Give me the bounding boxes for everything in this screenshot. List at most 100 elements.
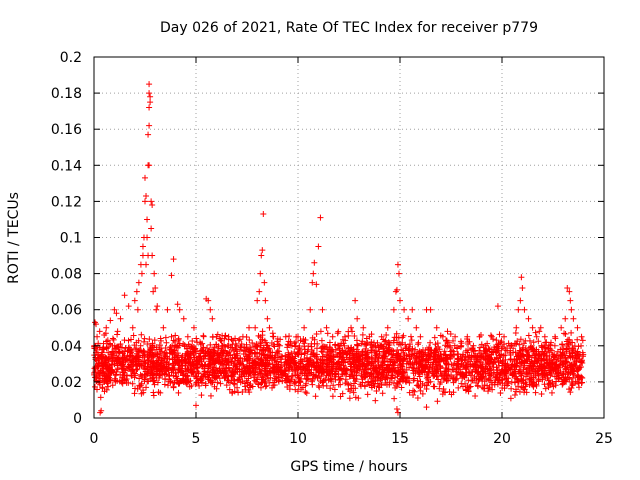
scatter-band-point [406,379,413,386]
scatter-band-point [359,338,366,345]
scatter-band-point [411,375,418,382]
scatter-band-point [168,333,175,340]
y-tick-label: 0.18 [51,86,82,102]
scatter-band-point [205,364,212,371]
scatter-band-point [387,374,394,381]
scatter-band-point [111,361,118,368]
scatter-band-point [112,378,119,385]
scatter-band-point [230,373,237,380]
scatter-band-point [342,367,349,374]
scatter-band-point [525,332,532,339]
scatter-band-point [387,358,394,365]
scatter-band-point [137,371,144,378]
scatter-band-point [489,349,496,356]
scatter-band-point [527,344,534,351]
scatter-band-point [425,359,432,366]
scatter-point [131,297,138,304]
scatter-band-point [508,364,515,371]
scatter-band-point [500,358,507,365]
scatter-band-point [558,351,565,358]
roti-scatter-series [92,81,585,416]
scatter-band-point [308,346,315,353]
scatter-band-point [121,337,128,344]
scatter-band-point [231,351,238,358]
scatter-band-point [447,330,454,337]
scatter-band-point [416,373,423,380]
scatter-point [101,331,108,338]
scatter-band-point [150,359,157,366]
scatter-band-point [397,353,404,360]
scatter-band-point [114,331,121,338]
scatter-band-point [390,380,397,387]
scatter-band-point [529,362,536,369]
scatter-band-point [350,368,357,375]
scatter-band-point [216,367,223,374]
scatter-band-point [167,343,174,350]
scatter-band-point [386,379,393,386]
scatter-band-point [244,382,251,389]
scatter-band-point [196,354,203,361]
scatter-band-point [263,382,270,389]
scatter-point [313,281,320,288]
scatter-band-point [493,337,500,344]
scatter-band-point [427,350,434,357]
scatter-point [519,285,526,292]
scatter-band-point [286,333,293,340]
scatter-band-point [477,350,484,357]
scatter-band-point [271,368,278,375]
scatter-band-point [227,379,234,386]
scatter-band-point [530,372,537,379]
scatter-band-point [245,354,252,361]
scatter-band-point [351,372,358,379]
scatter-band-point [158,337,165,344]
scatter-band-point [261,337,268,344]
scatter-band-point [546,355,553,362]
scatter-band-point [554,348,561,355]
scatter-band-point [250,360,257,367]
scatter-band-point [475,376,482,383]
scatter-point [176,306,183,313]
scatter-band-point [195,369,202,376]
scatter-point [98,407,105,414]
scatter-band-point [348,344,355,351]
scatter-band-point [262,383,269,390]
scatter-point [152,285,159,292]
scatter-band-point [116,348,123,355]
scatter-band-point [243,363,250,370]
scatter-point [452,333,459,340]
scatter-band-point [539,344,546,351]
scatter-band-point [182,365,189,372]
scatter-band-point [384,366,391,373]
y-tick-label: 0.1 [60,231,82,247]
scatter-band-point [555,363,562,370]
scatter-band-point [505,378,512,385]
scatter-band-point [426,344,433,351]
scatter-band-point [155,389,162,396]
scatter-band-point [536,363,543,370]
scatter-point [427,306,434,313]
scatter-point [541,333,548,340]
scatter-band-point [561,352,568,359]
scatter-band-point [516,341,523,348]
scatter-band-point [259,328,266,335]
scatter-band-point [502,375,509,382]
scatter-band-point [97,394,104,401]
scatter-point [423,404,430,411]
scatter-band-point [566,350,573,357]
scatter-band-point [214,350,221,357]
scatter-point [129,324,136,331]
scatter-band-point [407,333,414,340]
scatter-band-point [289,372,296,379]
scatter-point [558,324,565,331]
scatter-band-point [305,361,312,368]
scatter-band-point [223,369,230,376]
scatter-band-point [97,372,104,379]
scatter-band-point [458,370,465,377]
scatter-band-point [566,386,573,393]
scatter-band-point [501,364,508,371]
scatter-band-point [455,351,462,358]
scatter-band-point [423,353,430,360]
scatter-band-point [195,353,202,360]
scatter-band-point [299,358,306,365]
scatter-band-point [162,353,169,360]
